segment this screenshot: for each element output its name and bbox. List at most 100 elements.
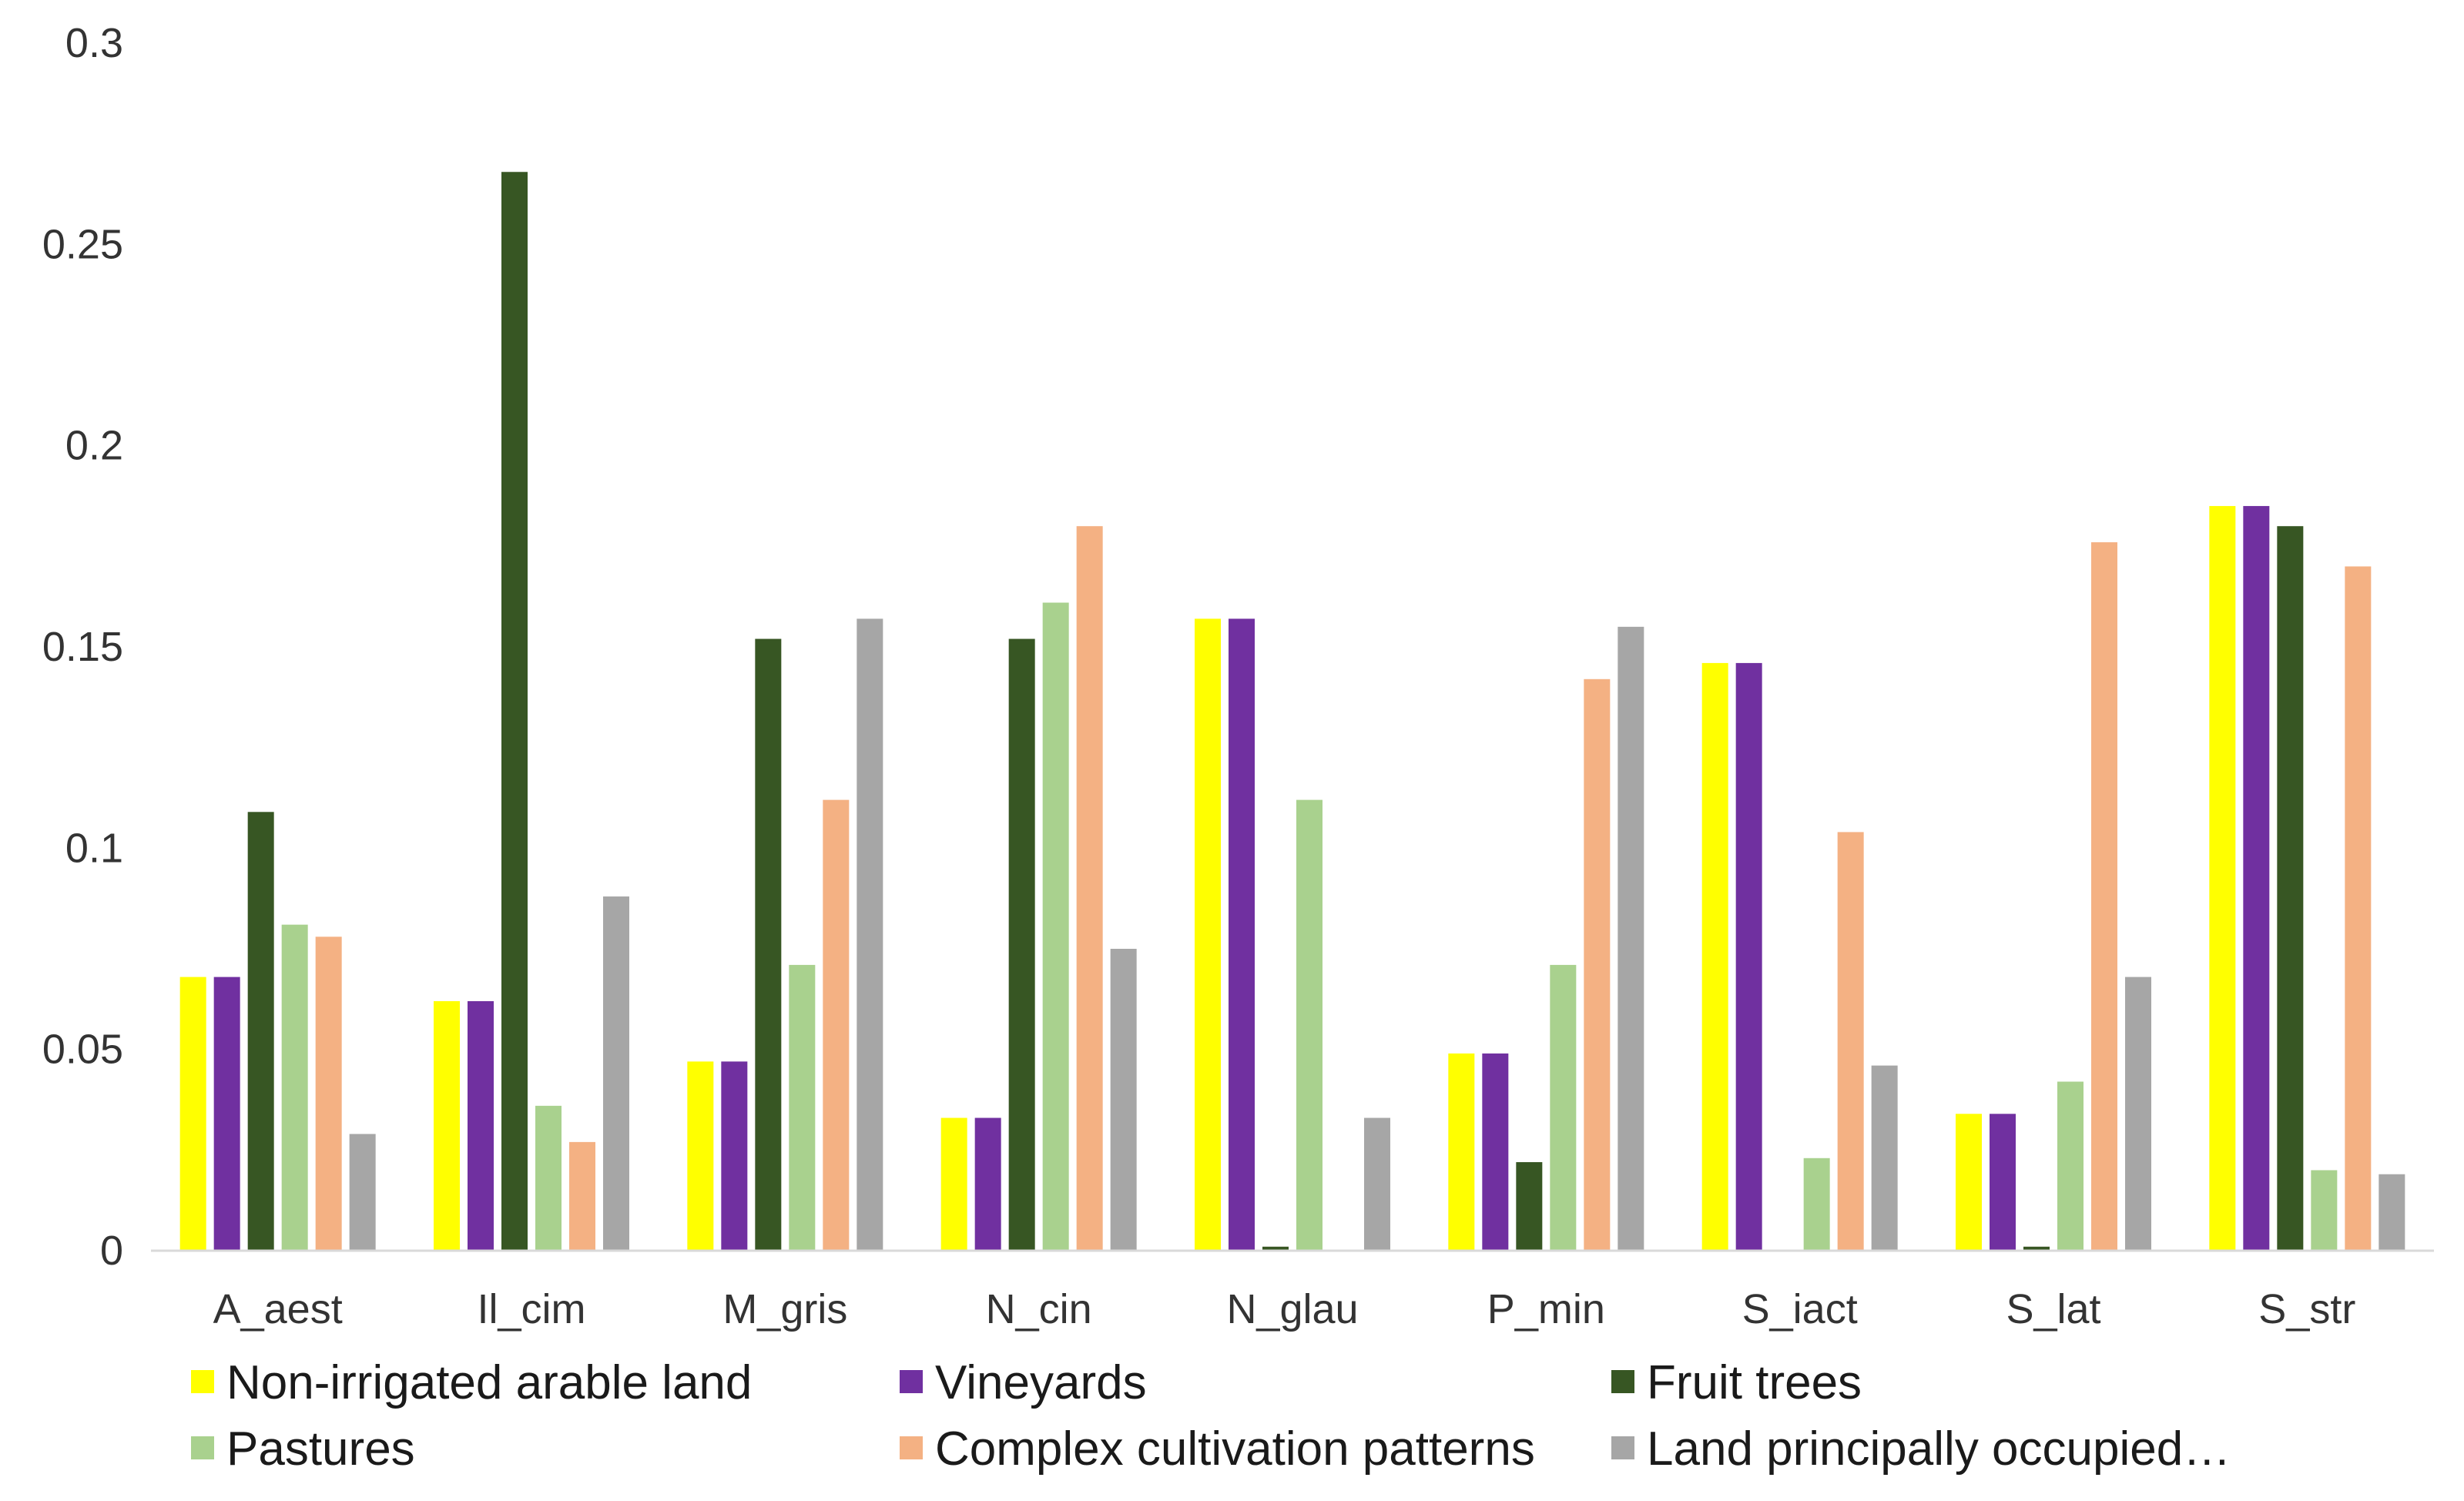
legend-item: Complex cultivation patterns — [900, 1422, 1535, 1476]
x-tick-label: S_lat — [2006, 1286, 2100, 1332]
bar-S_lat-series-2 — [2023, 1246, 2050, 1251]
bar-Il_cim-series-0 — [434, 1000, 460, 1251]
bar-P_min-series-0 — [1448, 1053, 1475, 1251]
x-tick-label: N_glau — [1226, 1286, 1358, 1332]
bar-group-A_aest — [179, 812, 376, 1251]
y-tick-label: 0.25 — [42, 221, 123, 267]
legend-item: Pastures — [191, 1422, 415, 1476]
bar-A_aest-series-3 — [281, 924, 308, 1251]
bar-N_cin-series-1 — [974, 1117, 1001, 1251]
bar-A_aest-series-0 — [179, 977, 206, 1251]
y-axis-ticks: 0 0.05 0.1 0.15 0.2 0.25 0.3 — [42, 20, 123, 1274]
bar-N_cin-series-2 — [1008, 638, 1035, 1251]
bar-P_min-series-2 — [1516, 1162, 1543, 1251]
bar-N_glau-series-5 — [1364, 1117, 1390, 1251]
bar-Il_cim-series-4 — [569, 1141, 595, 1251]
legend-swatch — [1611, 1370, 1634, 1393]
bar-N_glau-series-2 — [1262, 1246, 1289, 1251]
legend-item: Land principally occupied… — [1611, 1422, 2231, 1476]
bar-Il_cim-series-1 — [468, 1000, 494, 1251]
bar-Il_cim-series-3 — [535, 1105, 562, 1251]
x-axis-ticks: A_aest Il_cim M_gris N_cin N_glau P_min S_iact… — [213, 1286, 2356, 1332]
bar-S_str-series-3 — [2311, 1170, 2338, 1251]
bar-P_min-series-5 — [1618, 626, 1644, 1251]
bar-A_aest-series-1 — [213, 977, 240, 1251]
y-tick-label: 0.15 — [42, 624, 123, 670]
legend-label: Vineyards — [935, 1356, 1147, 1409]
bar-N_glau-series-3 — [1296, 799, 1323, 1251]
bar-S_lat-series-5 — [2125, 977, 2151, 1251]
bar-S_iact-series-5 — [1871, 1065, 1898, 1251]
bar-group-N_glau — [1195, 618, 1390, 1251]
legend-item: Non-irrigated arable land — [191, 1356, 752, 1409]
x-tick-label: P_min — [1487, 1286, 1605, 1332]
x-tick-label: M_gris — [722, 1286, 847, 1332]
x-tick-label: Il_cim — [477, 1286, 585, 1332]
legend-swatch — [1611, 1436, 1634, 1459]
legend-item: Fruit trees — [1611, 1356, 1862, 1409]
bar-group-S_str — [2209, 506, 2405, 1251]
legend-swatch — [900, 1370, 923, 1393]
y-tick-label: 0.2 — [65, 423, 123, 469]
bar-M_gris-series-1 — [721, 1061, 748, 1251]
bar-N_cin-series-5 — [1110, 949, 1137, 1251]
bar-S_lat-series-3 — [2057, 1081, 2084, 1251]
bar-Il_cim-series-5 — [603, 896, 629, 1251]
legend-item: Vineyards — [900, 1356, 1147, 1409]
bar-N_cin-series-3 — [1042, 602, 1069, 1251]
bar-N_cin-series-4 — [1076, 526, 1103, 1251]
bar-group-P_min — [1448, 626, 1644, 1251]
legend-label: Complex cultivation patterns — [935, 1422, 1535, 1476]
y-tick-label: 0.05 — [42, 1027, 123, 1073]
bar-S_iact-series-4 — [1837, 832, 1864, 1251]
bar-M_gris-series-3 — [789, 964, 816, 1251]
legend-swatch — [191, 1436, 214, 1459]
bar-group-Il_cim — [434, 172, 629, 1251]
x-tick-label: A_aest — [213, 1286, 343, 1332]
x-tick-label: S_iact — [1742, 1286, 1858, 1332]
bar-S_str-series-4 — [2345, 566, 2372, 1251]
y-tick-label: 0.1 — [65, 825, 123, 871]
bar-S_str-series-1 — [2243, 506, 2270, 1251]
legend-label: Land principally occupied… — [1647, 1422, 2231, 1476]
bar-S_str-series-0 — [2209, 506, 2236, 1251]
legend-label: Non-irrigated arable land — [226, 1356, 752, 1409]
bar-A_aest-series-2 — [247, 812, 274, 1251]
bar-A_aest-series-4 — [315, 936, 342, 1251]
y-tick-label: 0.3 — [65, 20, 123, 66]
bar-P_min-series-1 — [1482, 1053, 1509, 1251]
bar-S_lat-series-4 — [2091, 542, 2117, 1251]
bar-group-N_cin — [940, 526, 1137, 1251]
x-tick-label: N_cin — [986, 1286, 1092, 1332]
bar-P_min-series-3 — [1550, 964, 1577, 1251]
y-tick-label: 0 — [100, 1228, 123, 1274]
bar-M_gris-series-5 — [857, 618, 883, 1251]
bar-N_cin-series-0 — [940, 1117, 967, 1251]
legend: Non-irrigated arable land Vineyards Fruit … — [191, 1356, 2231, 1476]
legend-swatch — [900, 1436, 923, 1459]
bar-M_gris-series-0 — [687, 1061, 714, 1251]
bar-group-S_lat — [1956, 542, 2151, 1251]
bar-N_glau-series-1 — [1229, 618, 1255, 1251]
bar-series — [179, 172, 2405, 1251]
bar-S_iact-series-3 — [1803, 1158, 1830, 1251]
bar-M_gris-series-2 — [755, 638, 782, 1251]
bar-S_str-series-2 — [2277, 526, 2304, 1251]
bar-S_lat-series-0 — [1956, 1114, 1982, 1251]
bar-A_aest-series-5 — [349, 1134, 376, 1251]
legend-label: Fruit trees — [1647, 1356, 1862, 1409]
bar-group-S_iact — [1701, 662, 1898, 1251]
bar-S_iact-series-1 — [1735, 662, 1762, 1251]
bar-N_glau-series-0 — [1195, 618, 1221, 1251]
legend-label: Pastures — [226, 1422, 415, 1476]
bar-S_iact-series-0 — [1701, 662, 1728, 1251]
legend-swatch — [191, 1370, 214, 1393]
x-tick-label: S_str — [2258, 1286, 2355, 1332]
bar-group-M_gris — [687, 618, 883, 1251]
bar-M_gris-series-4 — [823, 799, 850, 1251]
bar-Il_cim-series-2 — [501, 172, 528, 1251]
bar-P_min-series-4 — [1584, 678, 1611, 1251]
bar-S_lat-series-1 — [1990, 1114, 2016, 1251]
